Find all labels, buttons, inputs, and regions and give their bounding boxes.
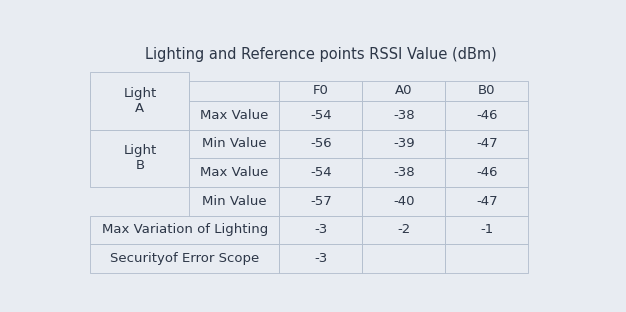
Bar (90, 129, 190, 187)
Bar (190, 158, 279, 187)
Bar (279, 244, 362, 273)
Bar (90, 72, 190, 129)
Bar (279, 101, 362, 129)
Bar (445, 158, 528, 187)
Bar (445, 129, 528, 158)
Text: -39: -39 (393, 137, 414, 150)
Bar (362, 101, 445, 129)
Text: -56: -56 (310, 137, 332, 150)
Text: -38: -38 (393, 166, 414, 179)
Bar (279, 158, 362, 187)
Bar (90, 244, 279, 273)
Bar (362, 187, 445, 216)
Text: Lighting and Reference points RSSI Value (dBm): Lighting and Reference points RSSI Value… (145, 47, 496, 62)
Text: -1: -1 (480, 223, 493, 236)
Text: -3: -3 (314, 252, 327, 265)
Text: Light
B: Light B (123, 144, 156, 172)
Text: Max Variation of Lighting: Max Variation of Lighting (102, 223, 268, 236)
Text: -46: -46 (476, 166, 498, 179)
Bar (279, 216, 362, 244)
Text: -54: -54 (310, 109, 332, 122)
Bar (190, 187, 279, 216)
Text: -47: -47 (476, 137, 498, 150)
Bar (190, 81, 279, 101)
Text: -57: -57 (310, 195, 332, 208)
Text: -3: -3 (314, 223, 327, 236)
Text: -54: -54 (310, 166, 332, 179)
Bar (362, 129, 445, 158)
Bar (279, 129, 362, 158)
Bar (445, 101, 528, 129)
Text: -47: -47 (476, 195, 498, 208)
Text: Max Value: Max Value (200, 109, 269, 122)
Text: -40: -40 (393, 195, 414, 208)
Text: A0: A0 (395, 84, 413, 97)
Text: F0: F0 (313, 84, 329, 97)
Text: -38: -38 (393, 109, 414, 122)
Bar (362, 244, 445, 273)
Bar (190, 129, 279, 158)
Bar (445, 81, 528, 101)
Bar (362, 158, 445, 187)
Text: Max Value: Max Value (200, 166, 269, 179)
Bar (362, 216, 445, 244)
Text: Light
A: Light A (123, 87, 156, 115)
Bar (90, 81, 190, 101)
Bar (279, 81, 362, 101)
Text: Min Value: Min Value (202, 137, 267, 150)
Bar (90, 216, 279, 244)
Text: B0: B0 (478, 84, 496, 97)
Text: -46: -46 (476, 109, 498, 122)
Text: -2: -2 (397, 223, 411, 236)
Bar (445, 187, 528, 216)
Text: Min Value: Min Value (202, 195, 267, 208)
Bar (279, 187, 362, 216)
Bar (190, 101, 279, 129)
Bar (445, 216, 528, 244)
Bar (445, 244, 528, 273)
Text: Securityof Error Scope: Securityof Error Scope (110, 252, 260, 265)
Bar (362, 81, 445, 101)
